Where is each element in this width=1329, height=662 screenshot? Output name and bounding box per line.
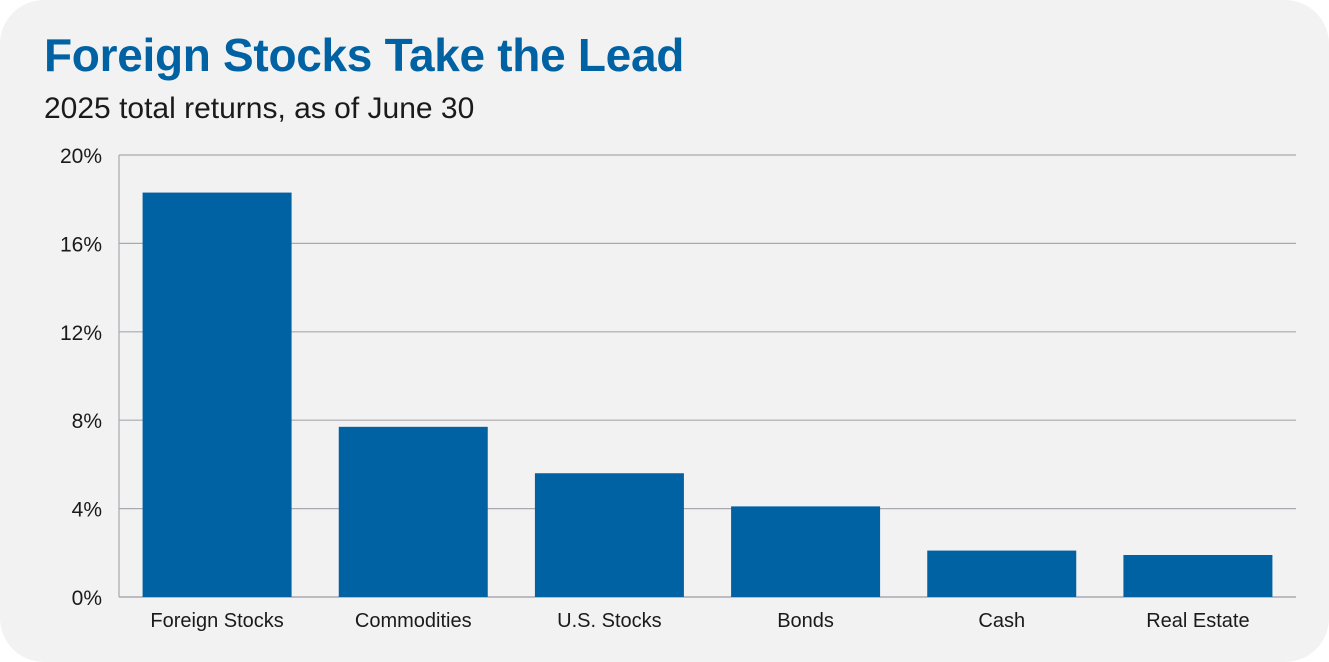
- y-tick-label: 12%: [60, 322, 102, 345]
- x-tick-label: Real Estate: [1146, 610, 1249, 632]
- x-tick-label: Cash: [978, 610, 1025, 632]
- chart-title: Foreign Stocks Take the Lead: [44, 29, 685, 81]
- bar: [534, 473, 684, 597]
- y-tick-label: 8%: [72, 410, 102, 433]
- y-tick-label: 0%: [72, 587, 102, 610]
- x-tick-label: Foreign Stocks: [150, 610, 283, 632]
- bar: [142, 192, 292, 597]
- bar: [338, 426, 488, 597]
- y-tick-label: 16%: [60, 233, 102, 256]
- bar: [927, 550, 1077, 597]
- chart-subtitle: 2025 total returns, as of June 30: [44, 92, 475, 125]
- y-tick-label: 20%: [60, 145, 102, 168]
- x-tick-label: U.S. Stocks: [557, 610, 661, 632]
- y-tick-label: 4%: [72, 499, 102, 522]
- bar: [731, 506, 881, 597]
- x-tick-label: Commodities: [355, 610, 472, 632]
- bar: [1123, 555, 1273, 597]
- x-tick-label: Bonds: [777, 610, 834, 632]
